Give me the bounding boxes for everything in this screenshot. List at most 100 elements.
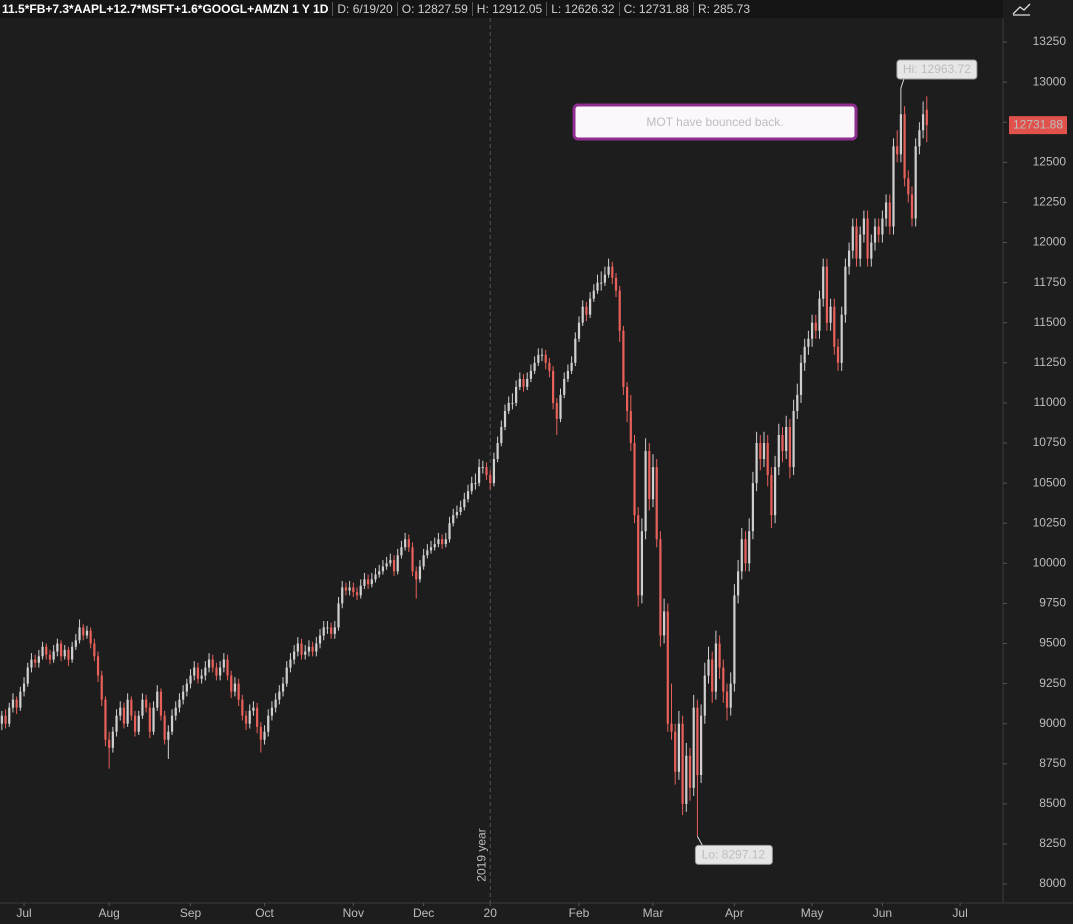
candle-body: [219, 667, 222, 676]
candle: [281, 677, 285, 697]
candle-body: [892, 146, 895, 227]
x-tick-label: 20: [484, 906, 498, 920]
candle-body: [222, 659, 225, 668]
candle: [174, 701, 177, 721]
candle-body: [37, 656, 40, 663]
candle: [207, 653, 211, 673]
candle: [559, 388, 562, 423]
candle: [45, 643, 48, 660]
candle-body: [85, 630, 89, 636]
candle: [659, 531, 662, 647]
candle-body: [130, 699, 133, 716]
header-field: C: 12731.88: [618, 2, 693, 16]
candle: [566, 364, 570, 383]
candle: [52, 645, 55, 663]
candle: [918, 122, 921, 155]
candle: [515, 380, 518, 407]
candle: [474, 473, 477, 490]
candle-body: [274, 699, 277, 708]
candle-body: [836, 346, 840, 363]
candle-body: [359, 585, 362, 596]
candle: [877, 218, 880, 243]
candle-body: [444, 539, 447, 545]
candle-body: [111, 731, 114, 748]
candle: [496, 436, 499, 463]
candle: [244, 710, 248, 731]
candle: [707, 646, 710, 684]
candle-body: [215, 667, 218, 676]
candle-body: [799, 362, 803, 395]
candle-body: [733, 595, 736, 684]
candle-body: [0, 715, 3, 724]
candle: [748, 518, 751, 572]
candle-body: [352, 587, 355, 593]
candle: [873, 218, 877, 251]
candle-body: [577, 322, 581, 339]
candle: [596, 274, 599, 294]
candle-body: [651, 467, 655, 500]
candle: [699, 704, 703, 784]
header-field: R: 285.73: [692, 2, 754, 16]
candle-body: [681, 723, 684, 804]
y-tick-label: 11750: [1034, 275, 1067, 289]
candle-body: [529, 370, 533, 379]
high-leader: [900, 78, 905, 89]
candle: [156, 685, 159, 711]
candle-body: [78, 627, 81, 641]
candle: [537, 348, 540, 367]
candle: [274, 693, 277, 713]
candle-body: [515, 386, 518, 403]
candle: [189, 669, 192, 689]
candle-body: [725, 691, 729, 708]
candle: [330, 622, 333, 639]
candle-body: [773, 467, 777, 516]
candle: [855, 218, 858, 267]
candle-body: [884, 202, 888, 219]
candle: [777, 423, 780, 476]
header-field: O: 12827.59: [396, 2, 472, 16]
candle-body: [385, 563, 388, 567]
candle: [925, 96, 928, 143]
candle: [233, 677, 237, 697]
y-tick-label: 10750: [1033, 435, 1067, 449]
candle-body: [108, 739, 111, 748]
candle-body: [644, 451, 647, 532]
candle-body: [148, 707, 151, 732]
symbol: 11.5*FB+7.3*AAPL+12.7*MSFT+1.6*GOOGL+AMZ…: [2, 2, 329, 16]
candle: [278, 685, 281, 705]
candle: [862, 210, 865, 243]
candle-body: [544, 354, 547, 363]
y-tick-label: 9500: [1039, 636, 1066, 650]
candle: [204, 661, 207, 681]
candle: [307, 640, 311, 657]
candle-body: [89, 630, 92, 644]
candle-body: [104, 699, 107, 740]
candle-body: [833, 306, 836, 347]
candle-body: [522, 378, 525, 387]
candle: [570, 356, 573, 375]
candle-body: [34, 659, 37, 663]
candle: [0, 710, 3, 731]
candle: [670, 683, 673, 740]
candle: [803, 338, 806, 371]
low-leader: [696, 836, 703, 846]
candle: [130, 696, 133, 721]
candle-body: [167, 731, 170, 740]
draw-tool-icon[interactable]: [1012, 3, 1031, 16]
candle-body: [703, 675, 706, 716]
y-tick-label: 13250: [1033, 34, 1067, 48]
candle: [433, 537, 436, 551]
candle: [847, 242, 851, 275]
candle: [755, 431, 758, 492]
candle-body: [11, 699, 15, 708]
candle: [455, 505, 459, 519]
candle-body: [355, 592, 359, 596]
candle-body: [648, 451, 651, 500]
candle-body: [459, 507, 462, 512]
candle-body: [207, 659, 211, 668]
candle-body: [411, 547, 414, 572]
y-tick-label: 8000: [1039, 876, 1066, 890]
candle-body: [322, 627, 325, 636]
candle-body: [237, 683, 240, 700]
candle: [355, 587, 359, 601]
